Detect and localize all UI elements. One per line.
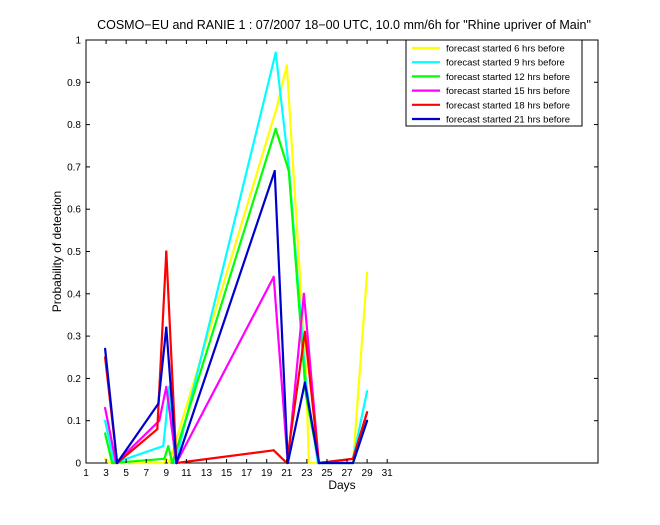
legend-items: forecast started 6 hrs before forecast st…	[412, 44, 570, 126]
x-tick-label: 13	[201, 468, 213, 479]
y-tick-label: 1	[75, 36, 81, 47]
series-5-segment	[351, 419, 369, 465]
x-tick-label: 9	[164, 468, 170, 479]
series-3-segment	[158, 385, 168, 422]
x-tick-label: 29	[362, 468, 374, 479]
series-layer	[103, 51, 369, 465]
series-1-segment	[274, 51, 290, 168]
legend-entry-label: forecast started 6 hrs before	[446, 44, 565, 55]
legend-entry-label: forecast started 15 hrs before	[446, 86, 570, 97]
series-5-segment	[273, 170, 289, 465]
series-5-segment	[115, 402, 160, 465]
series-0-segment	[275, 64, 288, 109]
legend-entry-label: forecast started 9 hrs before	[446, 58, 565, 69]
series-0-segment	[351, 271, 369, 465]
x-tick-label: 7	[143, 468, 149, 479]
chart-title: COSMO−EU and RANIE 1 : 07/2007 18−00 UTC…	[97, 18, 591, 32]
legend-entry-label: forecast started 18 hrs before	[446, 100, 570, 111]
series-2-segment	[171, 127, 277, 465]
y-tick-label: 0.8	[67, 120, 81, 131]
series-4-segment	[115, 428, 159, 465]
y-tick-label: 0.4	[67, 289, 81, 300]
y-tick-label: 0.6	[67, 205, 81, 216]
x-tick-label: 25	[321, 468, 333, 479]
series-1-segment	[112, 445, 165, 465]
x-tick-label: 31	[382, 468, 394, 479]
y-tick-label: 0.7	[67, 162, 81, 173]
series-5-segment	[103, 347, 119, 465]
legend-entry-label: forecast started 21 hrs before	[446, 115, 570, 126]
x-tick-label: 1	[83, 468, 89, 479]
x-axis-label: Days	[328, 478, 355, 492]
x-tick-label: 5	[123, 468, 129, 479]
series-4-segment	[272, 449, 288, 465]
x-tick-label: 23	[301, 468, 313, 479]
legend-box	[405, 39, 583, 127]
x-tick-label: 15	[221, 468, 233, 479]
series-4-segment	[285, 330, 306, 465]
series-2-segment	[167, 445, 174, 465]
y-tick-label: 0.3	[67, 332, 81, 343]
x-tick-label: 27	[341, 468, 353, 479]
legend-entry-label: forecast started 12 hrs before	[446, 72, 570, 83]
x-tick-label: 3	[103, 468, 109, 479]
series-2-segment	[163, 445, 170, 460]
series-5-segment	[157, 326, 168, 405]
series-5-segment	[286, 381, 306, 465]
series-2-segment	[274, 127, 290, 173]
series-0-segment	[168, 106, 278, 465]
y-tick-label: 0.1	[67, 416, 81, 427]
series-5-segment	[303, 381, 320, 465]
x-tick-label: 17	[241, 468, 253, 479]
series-5-segment	[175, 170, 276, 465]
series-1-segment	[103, 419, 116, 465]
y-tick-label: 0.5	[67, 247, 81, 258]
series-4-segment	[175, 449, 275, 465]
x-tick-label: 19	[261, 468, 273, 479]
x-tick-label: 21	[281, 468, 293, 479]
y-tick-label: 0	[75, 459, 81, 470]
series-4-segment	[303, 330, 320, 465]
y-tick-label: 0.9	[67, 78, 81, 89]
legend: forecast started 6 hrs before forecast st…	[405, 39, 583, 127]
series-3-segment	[175, 275, 275, 465]
series-4-segment	[351, 411, 369, 460]
series-2-segment	[110, 457, 166, 465]
x-tick-label: 11	[181, 468, 192, 479]
y-axis-label: Probability of detection	[50, 191, 64, 312]
series-2-segment	[287, 170, 307, 397]
series-0-segment	[285, 64, 307, 371]
series-1-segment	[174, 51, 277, 465]
series-2-segment	[103, 432, 114, 465]
y-tick-label: 0.2	[67, 374, 81, 385]
series-5-segment	[165, 326, 178, 465]
axis-layer: 1 3 5 7 9 11 13 15 17 19 21 23 25 27 29 3100.10.20.30.4…	[67, 36, 598, 479]
series-3-segment	[103, 406, 118, 465]
